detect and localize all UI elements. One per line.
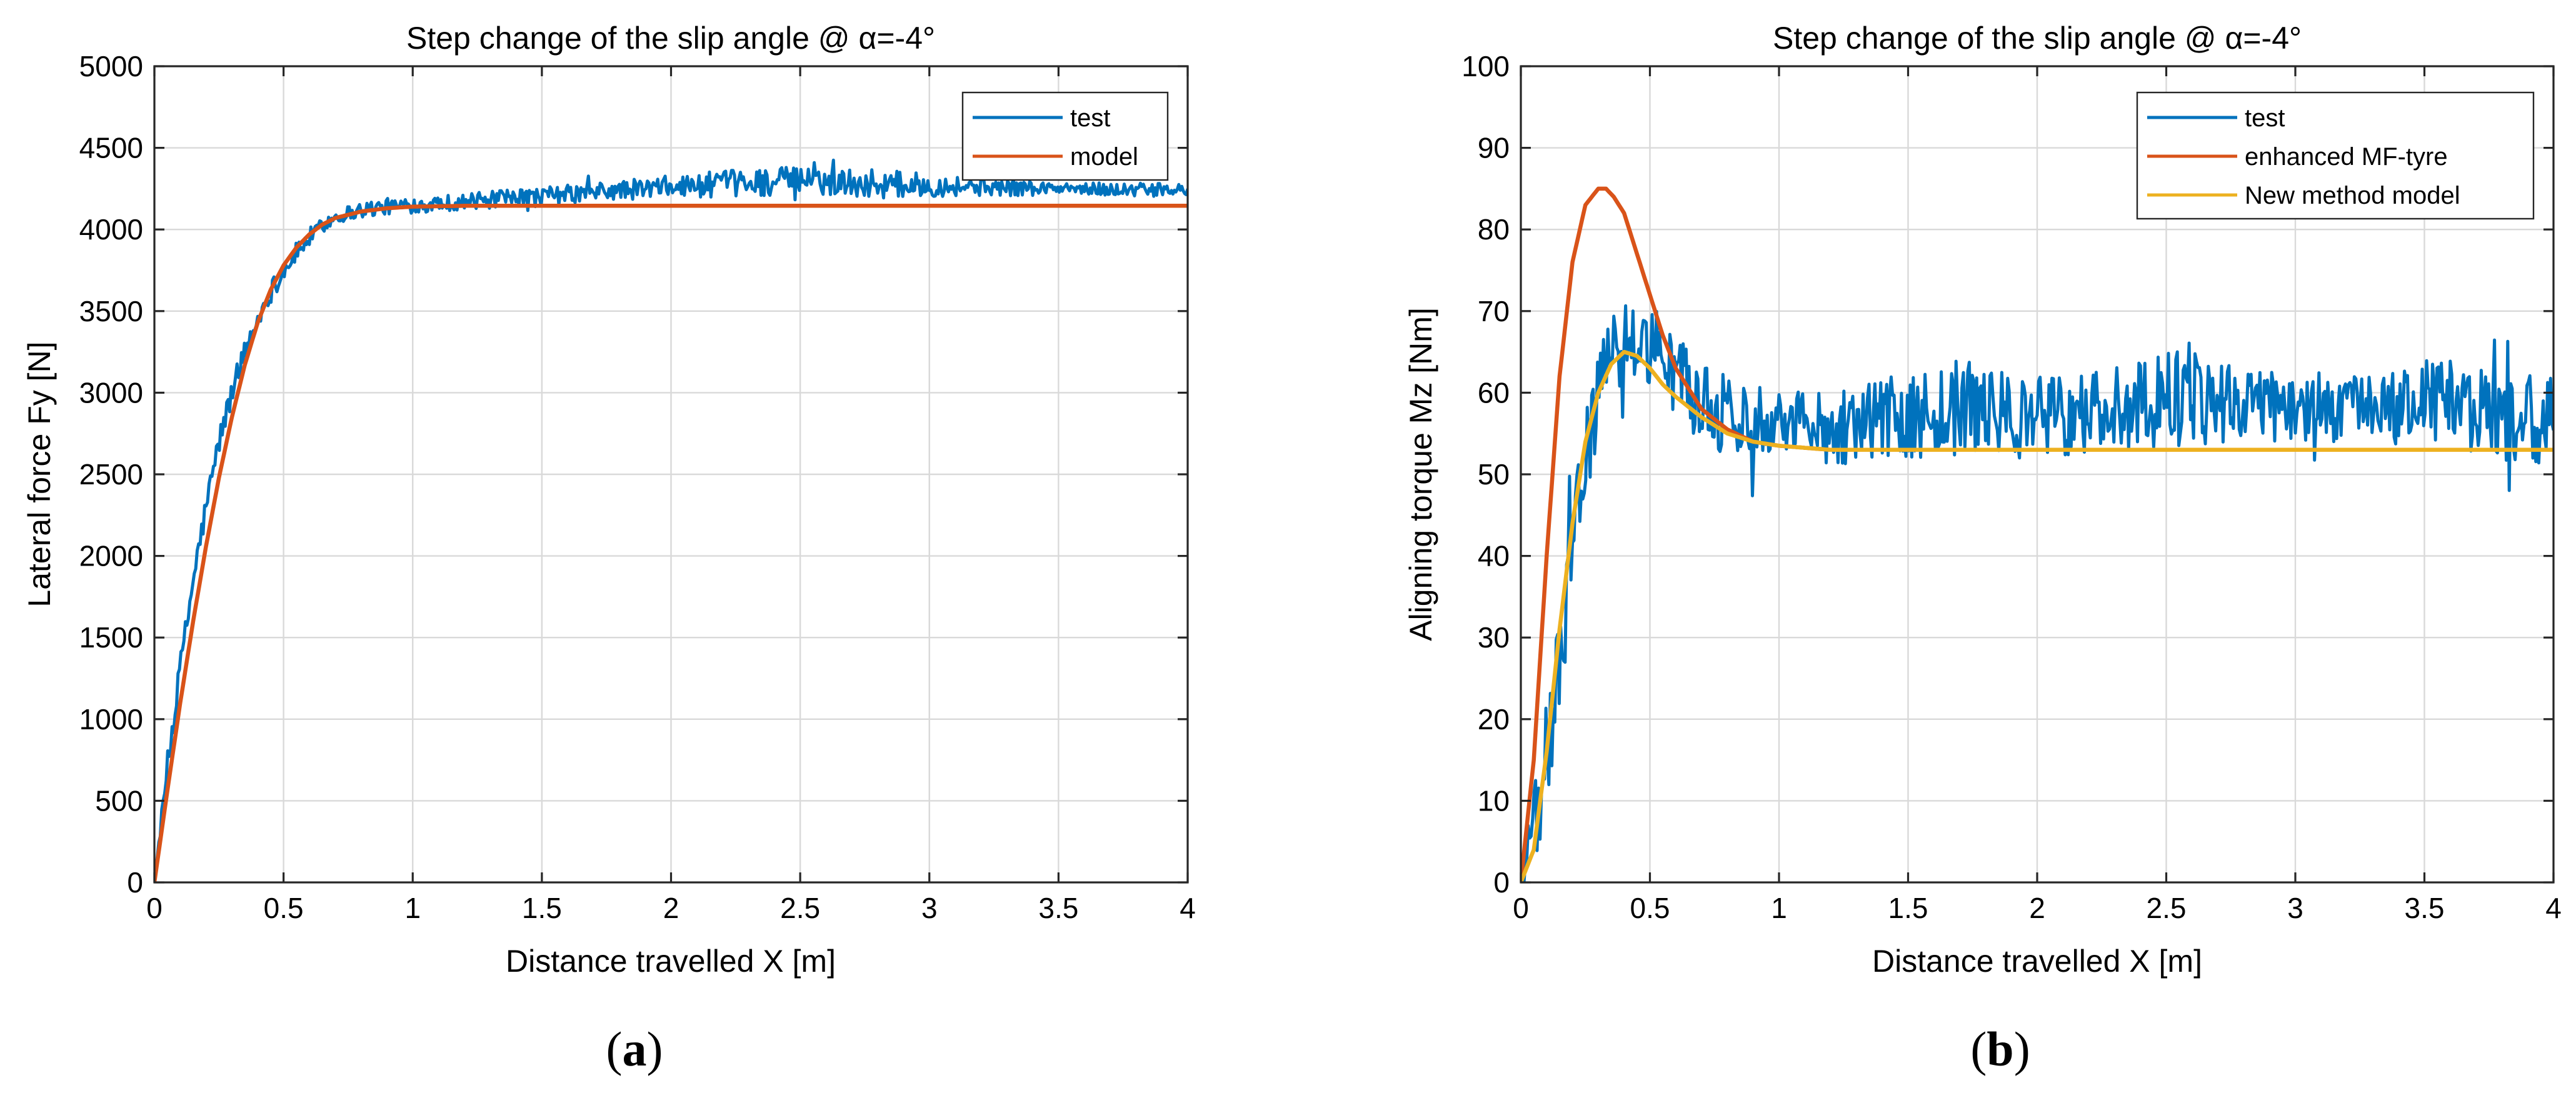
series-line-model	[154, 204, 1188, 882]
y-tick-label: 40	[1478, 540, 1510, 572]
x-tick-label: 1	[404, 892, 421, 924]
chart-a: 0 0.5 1 1.5 2 2.5 3 3.5 4 0 500 1000 1500 2000 2500 300…	[22, 21, 1196, 1076]
y-tick-label: 3500	[79, 295, 143, 327]
x-tick-label: 0	[1513, 892, 1529, 924]
x-tick-label: 1.5	[1888, 892, 1928, 924]
x-tick-label: 0.5	[264, 892, 304, 924]
legend-label: New method model	[2245, 182, 2460, 209]
x-tick-label: 2.5	[780, 892, 820, 924]
y-tick-label: 0	[127, 866, 143, 899]
y-tick-label: 500	[95, 784, 143, 817]
y-axis-label: Lateral force Fy [N]	[22, 341, 57, 607]
series-group	[1521, 186, 2553, 882]
y-tick-label: 4000	[79, 213, 143, 246]
y-tick-label: 3000	[79, 376, 143, 409]
caption-letter: b	[1987, 1022, 2013, 1076]
x-axis-label: Distance travelled X [m]	[1872, 944, 2202, 979]
chart-title: Step change of the slip angle @ α=-4°	[1773, 21, 2302, 56]
caption-letter: a	[623, 1022, 647, 1076]
x-tick-label: 3.5	[2405, 892, 2445, 924]
y-tick-label: 2500	[79, 458, 143, 491]
y-tick-label: 20	[1478, 703, 1510, 736]
y-tick-label: 70	[1478, 295, 1510, 327]
x-tick-label: 2	[2029, 892, 2045, 924]
y-tick-label: 80	[1478, 213, 1510, 246]
y-tick-label: 10	[1478, 784, 1510, 817]
x-tick-label: 0	[146, 892, 163, 924]
x-tick-label: 3	[921, 892, 938, 924]
x-tick-label: 2.5	[2147, 892, 2187, 924]
x-tick-label: 4	[1180, 892, 1196, 924]
y-tick-label: 2000	[79, 540, 143, 572]
y-tick-label: 1500	[79, 621, 143, 654]
legend: test model	[961, 91, 1169, 181]
series-group	[154, 158, 1188, 882]
x-tick-label: 1.5	[522, 892, 562, 924]
caption-a: (a)	[606, 1022, 663, 1076]
chart-b: 0 0.5 1 1.5 2 2.5 3 3.5 40102030405060708090100 …	[1403, 21, 2562, 1076]
legend-box	[2136, 91, 2535, 220]
series-line-new-method-model	[1521, 349, 2553, 882]
legend-label: enhanced MF-tyre	[2245, 143, 2448, 171]
legend-label: test	[1070, 104, 1110, 132]
y-tick-label: 100	[1461, 50, 1510, 82]
y-tick-label: 60	[1478, 376, 1510, 409]
y-tick-label: 30	[1478, 621, 1510, 654]
x-tick-label: 3.5	[1038, 892, 1078, 924]
grid	[153, 65, 1189, 884]
x-tick-label: 4	[2545, 892, 2562, 924]
legend: test enhanced MF-tyre New method model	[2136, 91, 2535, 220]
legend-label: test	[2245, 104, 2285, 132]
series-line-test	[154, 158, 1188, 882]
x-axis-label: Distance travelled X [m]	[506, 944, 836, 979]
x-tick-label: 3	[2287, 892, 2303, 924]
series-line-test	[1521, 304, 2553, 882]
caption-b: (b)	[1970, 1022, 2030, 1076]
y-tick-label: 5000	[79, 50, 143, 82]
x-tick-label: 0.5	[1630, 892, 1670, 924]
tick-group: 0 0.5 1 1.5 2 2.5 3 3.5 4 0 500 1000 1500 2000 2500 300…	[79, 50, 1196, 924]
chart-title: Step change of the slip angle @ α=-4°	[406, 21, 935, 56]
legend-label: model	[1070, 143, 1138, 171]
y-tick-label: 1000	[79, 703, 143, 736]
legend-box	[961, 91, 1169, 181]
x-tick-label: 1	[1771, 892, 1787, 924]
y-tick-label: 4500	[79, 132, 143, 164]
x-tick-label: 2	[663, 892, 679, 924]
y-tick-label: 50	[1478, 458, 1510, 491]
y-tick-label: 0	[1493, 866, 1510, 899]
y-axis-label: Aligning torque Mz [Nm]	[1403, 307, 1438, 641]
y-tick-label: 90	[1478, 132, 1510, 164]
